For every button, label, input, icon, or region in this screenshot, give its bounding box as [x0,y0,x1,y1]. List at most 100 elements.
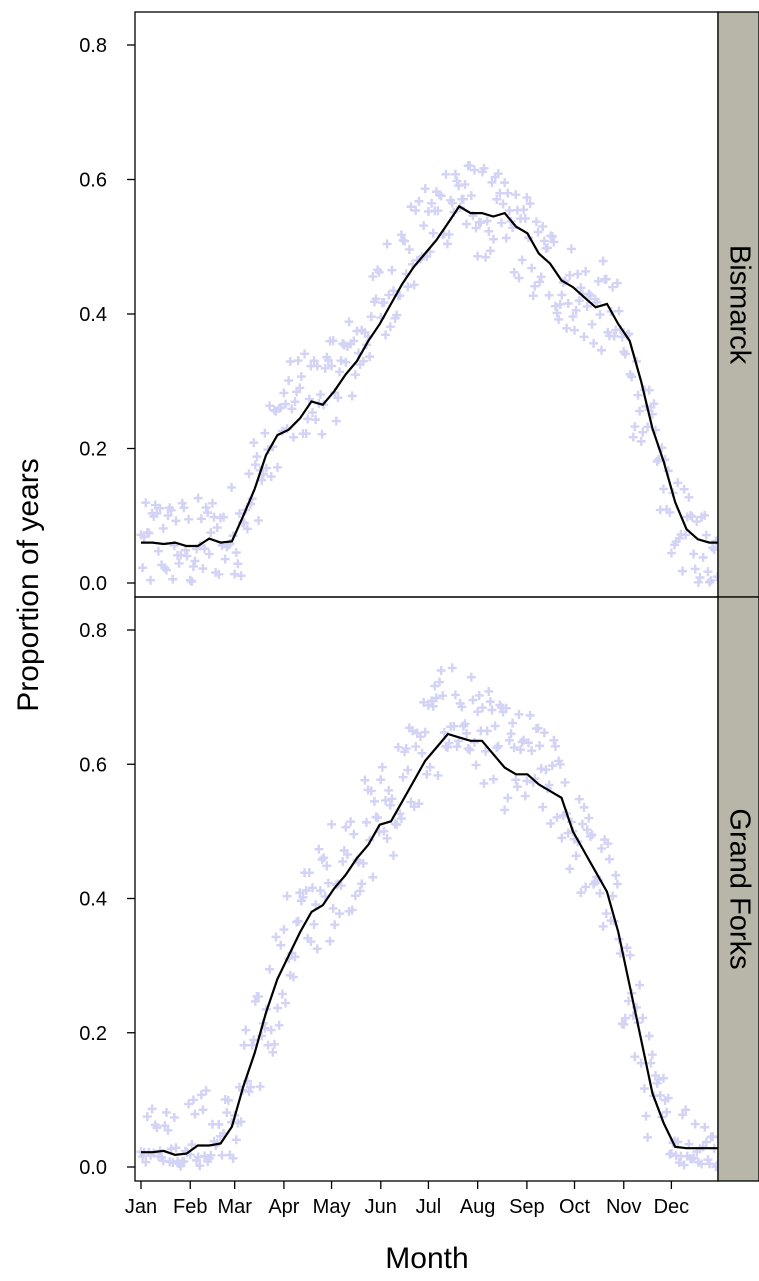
scatter-point [150,500,160,510]
scatter-point [184,1099,194,1109]
scatter-point [381,795,391,805]
scatter-point [246,1082,256,1092]
scatter-point [452,176,462,186]
scatter-point [527,263,537,273]
x-tick-label: Nov [606,1196,642,1218]
x-tick-label: Dec [654,1196,690,1218]
x-tick-label: Feb [173,1196,207,1218]
scatter-point [382,239,392,249]
scatter-point [705,1159,715,1169]
scatter-point [315,886,325,896]
scatter-point [266,1025,276,1035]
scatter-point [322,861,332,871]
scatter-point [160,1121,170,1131]
panel-frame [134,596,719,1182]
scatter-point [527,746,537,756]
scatter-point [403,765,413,775]
scatter-point [180,545,190,555]
scatter-point [557,833,567,843]
scatter-point [509,743,519,753]
scatter-point [236,571,246,581]
scatter-point [265,964,275,974]
scatter-point [520,213,530,223]
scatter-point [350,370,360,380]
scatter-point [158,523,168,533]
scatter-point [142,1112,152,1122]
scatter-point [406,202,416,212]
scatter-point [531,217,541,227]
scatter-point [200,544,210,554]
scatter-point [549,735,559,745]
scatter-point [638,1013,648,1023]
scatter-point [373,813,383,823]
scatter-point [552,812,562,822]
scatter-point [336,356,346,366]
scatter-point [401,744,411,754]
scatter-point [227,482,237,492]
scatter-point [666,1149,676,1159]
scatter-point [582,825,592,835]
scatter-point [528,291,538,301]
scatter-point [336,881,346,891]
scatter-point [293,916,303,926]
scatter-point [152,1123,162,1133]
scatter-point [193,493,203,503]
scatter-point [408,726,418,736]
x-tick-label: Jul [416,1196,442,1218]
scatter-point [284,376,294,386]
scatter-point [520,791,530,801]
scatter-point [198,564,208,574]
x-tick-label: Sep [509,1196,545,1218]
scatter-point [220,554,230,564]
scatter-point [176,1161,186,1171]
scatter-point [347,905,357,915]
scatter-point [617,332,627,342]
scatter-point [214,1119,224,1129]
scatter-point [438,691,448,701]
scatter-point [639,1084,649,1094]
scatter-point [417,748,427,758]
scatter-point [422,769,432,779]
scatter-point [681,530,691,540]
scatter-point [249,438,259,448]
scatter-point [487,705,497,715]
scatter-point [279,388,289,398]
scatter-point [206,528,216,538]
scatter-point [458,194,468,204]
scatter-point [584,289,594,299]
scatter-point [647,1050,657,1060]
scatter-point [500,178,510,188]
scatter-point [460,719,470,729]
scatter-point [301,429,311,439]
scatter-point [514,709,524,719]
scatter-point [597,844,607,854]
scatter-point [452,742,462,752]
scatter-point [212,523,222,533]
scatter-point [589,338,599,348]
scatter-point [585,291,595,301]
scatter-point [260,428,270,438]
scatter-point [155,503,165,513]
scatter-point [419,697,429,707]
scatter-point [571,851,581,861]
scatter-point [663,1093,673,1103]
scatter-point [314,844,324,854]
scatter-point [335,367,344,377]
scatter-point [581,266,591,276]
scatter-point [643,422,653,432]
scatter-point [533,227,543,237]
scatter-point [566,244,576,254]
scatter-point [474,690,484,700]
scatter-point [576,283,586,293]
scatter-point [487,177,497,187]
scatter-point [357,879,367,889]
scatter-point [678,1110,688,1120]
scatter-point [592,297,602,307]
scatter-point [595,310,605,320]
smooth-line-bismarck [141,204,721,548]
scatter-point [323,878,333,888]
scatter-point [420,184,430,194]
scatter-point [442,239,452,249]
scatter-point [411,742,421,752]
x-tick-label: Jun [365,1196,397,1218]
